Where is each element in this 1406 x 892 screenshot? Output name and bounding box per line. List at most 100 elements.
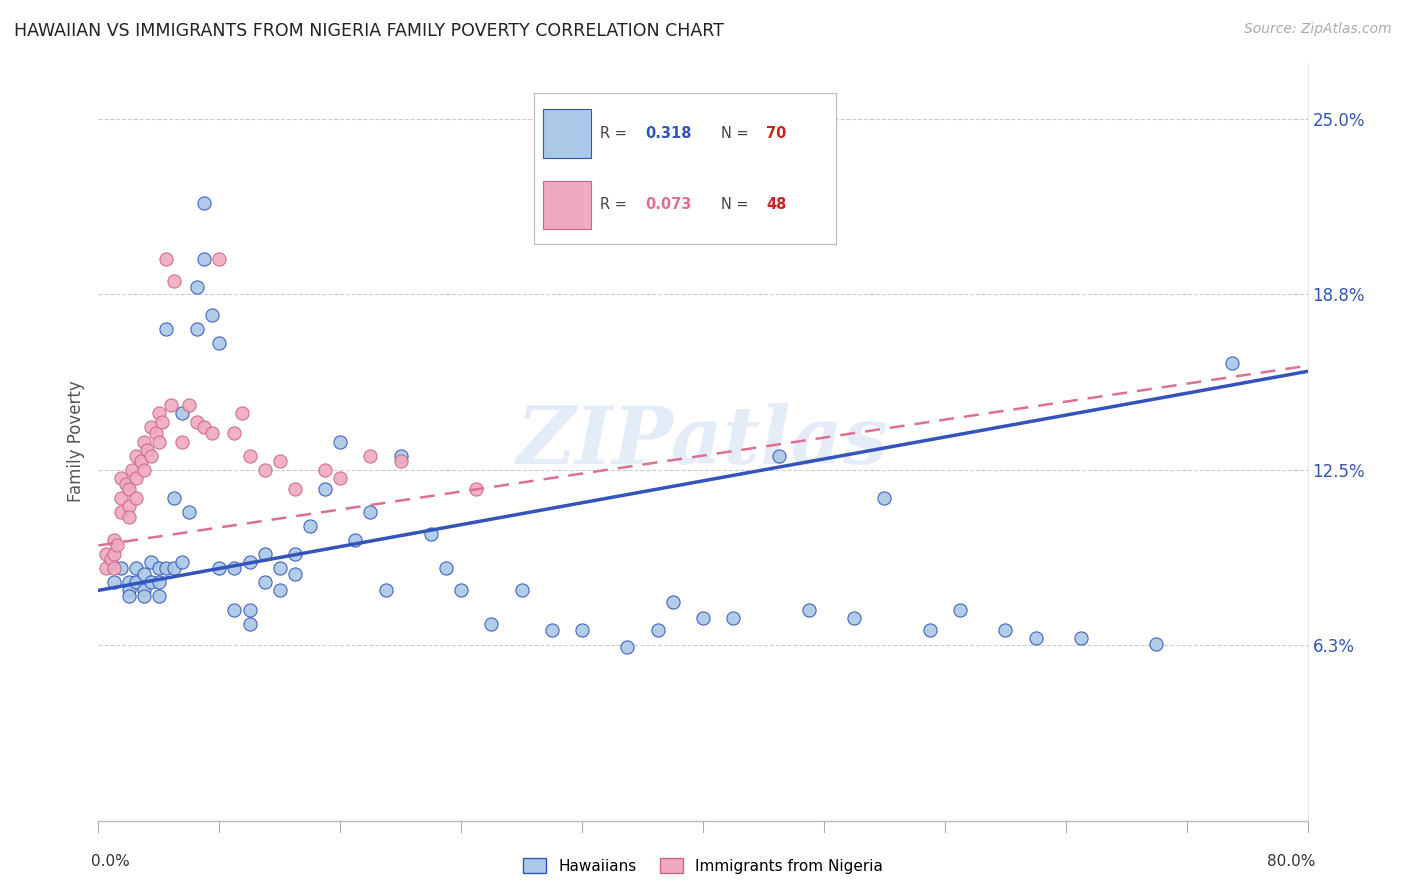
Point — [208, 252, 231, 266]
Point — [121, 462, 143, 476]
Point — [186, 322, 208, 336]
Point — [163, 491, 186, 505]
Point — [103, 533, 125, 547]
Point — [193, 420, 215, 434]
Point — [616, 640, 638, 654]
Point — [253, 547, 276, 561]
Point — [481, 617, 503, 632]
Point — [201, 426, 224, 441]
Point — [132, 462, 155, 476]
Point — [125, 561, 148, 575]
Point — [118, 574, 141, 589]
Point — [110, 471, 132, 485]
Point — [224, 561, 246, 575]
Point — [125, 491, 148, 505]
Text: 0.0%: 0.0% — [91, 855, 129, 870]
Point — [201, 308, 224, 322]
Point — [873, 491, 896, 505]
Point — [170, 434, 193, 449]
Point — [110, 505, 132, 519]
Point — [329, 471, 352, 485]
Point — [284, 483, 307, 497]
Point — [1144, 637, 1167, 651]
Point — [224, 426, 246, 441]
Point — [661, 594, 683, 608]
Point — [239, 555, 262, 569]
Point — [193, 252, 215, 266]
Point — [314, 462, 336, 476]
Point — [360, 505, 382, 519]
Point — [148, 407, 170, 421]
Text: HAWAIIAN VS IMMIGRANTS FROM NIGERIA FAMILY POVERTY CORRELATION CHART: HAWAIIAN VS IMMIGRANTS FROM NIGERIA FAMI… — [14, 22, 724, 40]
Point — [1024, 631, 1046, 645]
Point — [103, 561, 125, 575]
Point — [100, 552, 122, 566]
Point — [239, 617, 262, 632]
Point — [118, 583, 141, 598]
Point — [314, 483, 336, 497]
Point — [434, 561, 457, 575]
Point — [284, 547, 307, 561]
Point — [465, 483, 488, 497]
Point — [118, 483, 141, 497]
Point — [344, 533, 367, 547]
Point — [118, 510, 141, 524]
Text: Source: ZipAtlas.com: Source: ZipAtlas.com — [1244, 22, 1392, 37]
Point — [768, 449, 790, 463]
Point — [145, 426, 167, 441]
Point — [103, 574, 125, 589]
Point — [129, 454, 152, 468]
Point — [103, 547, 125, 561]
Point — [186, 280, 208, 294]
Point — [723, 611, 745, 625]
Point — [949, 603, 972, 617]
Point — [148, 574, 170, 589]
Point — [299, 518, 322, 533]
Point — [155, 252, 177, 266]
Point — [132, 434, 155, 449]
Point — [179, 398, 201, 412]
Point — [118, 589, 141, 603]
Text: ZIPatlas: ZIPatlas — [517, 403, 889, 480]
Point — [329, 434, 352, 449]
Point — [269, 583, 291, 598]
Point — [231, 407, 253, 421]
Point — [389, 454, 412, 468]
Point — [148, 589, 170, 603]
Point — [132, 589, 155, 603]
Point — [148, 561, 170, 575]
Point — [571, 623, 593, 637]
Point — [253, 462, 276, 476]
Point — [110, 561, 132, 575]
Point — [269, 454, 291, 468]
Point — [284, 566, 307, 581]
Point — [141, 420, 163, 434]
Text: 80.0%: 80.0% — [1267, 855, 1315, 870]
Point — [844, 611, 866, 625]
Point — [141, 555, 163, 569]
Point — [125, 471, 148, 485]
Point — [918, 623, 941, 637]
Point — [94, 561, 117, 575]
Point — [118, 499, 141, 513]
Point — [163, 561, 186, 575]
Point — [797, 603, 820, 617]
Point — [360, 449, 382, 463]
Point — [114, 476, 136, 491]
Point — [155, 561, 177, 575]
Point — [208, 561, 231, 575]
Point — [208, 336, 231, 351]
Point — [374, 583, 396, 598]
Y-axis label: Family Poverty: Family Poverty — [66, 381, 84, 502]
Point — [692, 611, 714, 625]
Point — [94, 547, 117, 561]
Point — [179, 505, 201, 519]
Point — [132, 583, 155, 598]
Point — [125, 449, 148, 463]
Point — [1070, 631, 1092, 645]
Point — [269, 561, 291, 575]
Point — [420, 527, 443, 541]
Point — [141, 449, 163, 463]
Point — [510, 583, 533, 598]
Point — [141, 574, 163, 589]
